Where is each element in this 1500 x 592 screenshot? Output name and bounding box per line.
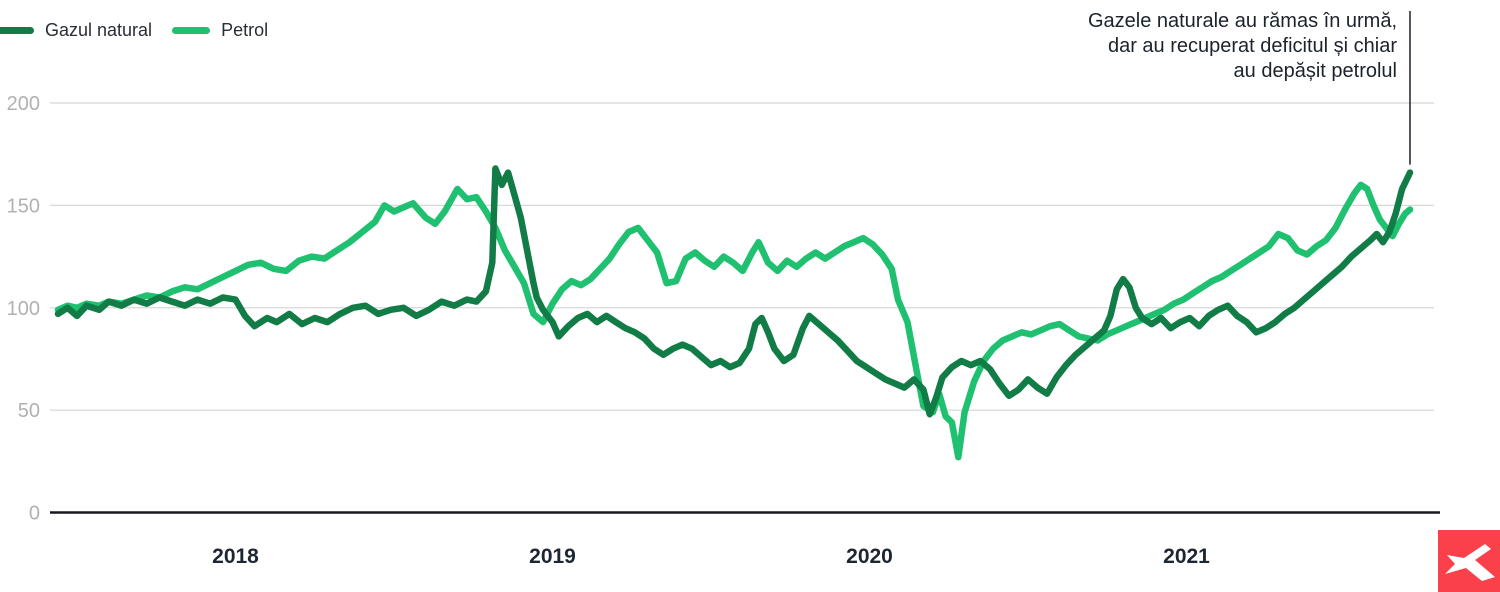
y-tick-label: 200 — [7, 93, 40, 115]
xtb-logo — [1438, 530, 1500, 592]
annotation-line: dar au recuperat deficitul și chiar — [1107, 35, 1397, 57]
y-tick-label: 50 — [18, 400, 40, 422]
legend-label-petrol: Petrol — [221, 20, 269, 40]
chart-annotation: Gazele naturale au rămas în urmă, dar au… — [1088, 9, 1397, 84]
x-tick-label: 2018 — [212, 545, 259, 568]
y-tick-label: 150 — [7, 195, 40, 217]
legend-swatch-gazul-natural — [0, 27, 34, 34]
y-tick-label: 0 — [29, 503, 40, 525]
annotation-line: Gazele naturale au rămas în urmă, — [1087, 10, 1397, 32]
legend-label-gazul-natural: Gazul natural — [45, 20, 153, 40]
x-tick-label: 2019 — [529, 545, 576, 568]
legend-swatch-petrol — [172, 27, 211, 34]
x-tick-label: 2021 — [1163, 545, 1210, 568]
x-tick-label: 2020 — [846, 545, 893, 568]
annotation-line: au depășit petrolul — [1233, 60, 1397, 82]
xtb-x-mark-icon — [1445, 544, 1495, 581]
legend: Gazul natural Petrol — [0, 20, 288, 41]
series-line-gazul-natural — [54, 165, 1414, 418]
y-tick-label: 100 — [7, 298, 40, 320]
series-line-petrol — [54, 181, 1414, 461]
